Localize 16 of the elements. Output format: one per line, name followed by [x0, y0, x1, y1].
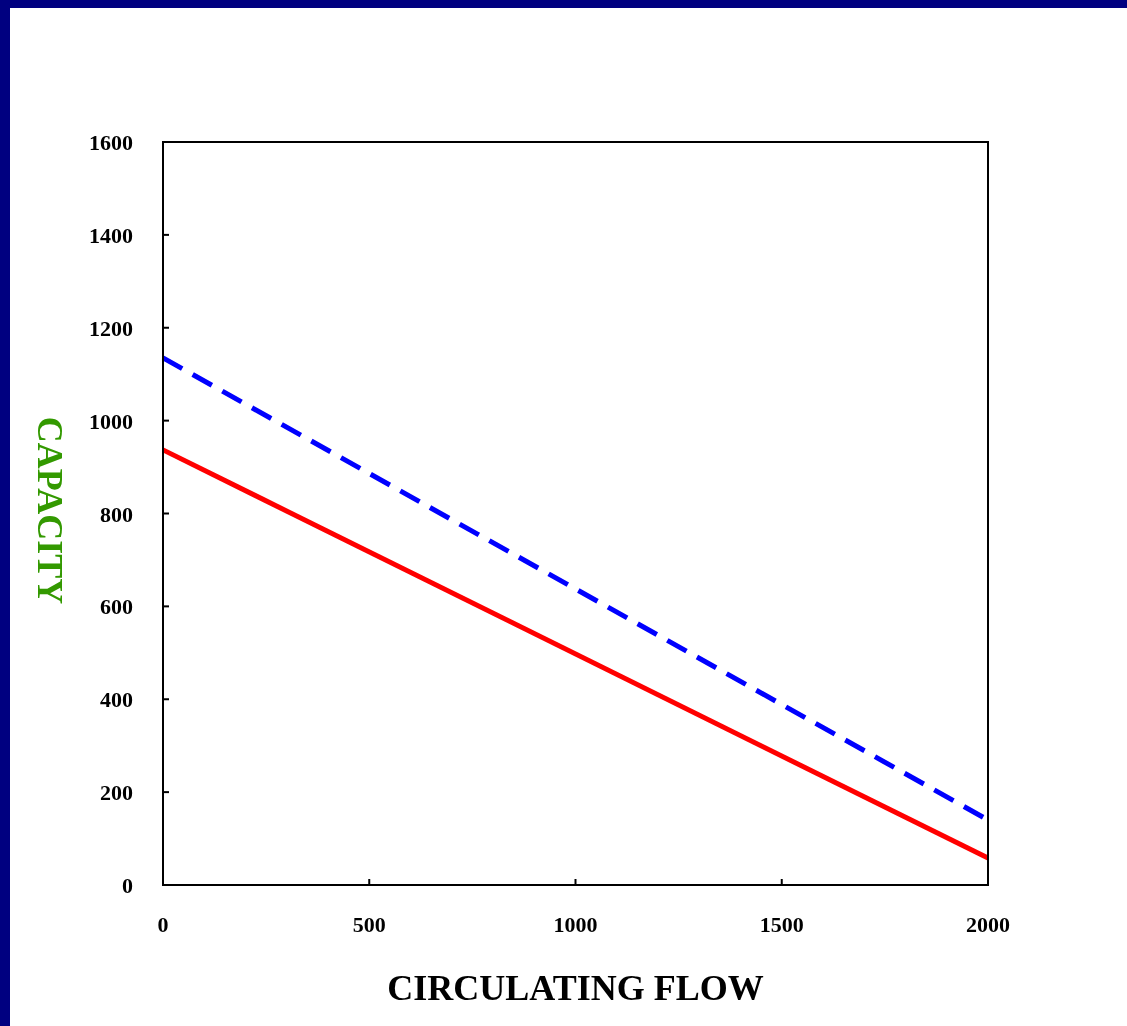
x-tick-label: 500 — [352, 912, 386, 937]
x-tick-label: 2000 — [966, 912, 1010, 937]
x-tick-label: 1500 — [759, 912, 804, 937]
x-axis-title: CIRCULATING FLOW — [387, 968, 764, 1008]
y-axis-title: CAPACITY — [30, 416, 70, 605]
y-tick-label: 800 — [100, 501, 133, 527]
y-tick-label: 1600 — [89, 130, 133, 155]
x-tick-label: 0 — [157, 912, 169, 937]
y-tick-label: 1200 — [89, 315, 133, 341]
x-tick-label: 1000 — [553, 912, 598, 937]
y-tick-label: 0 — [122, 873, 133, 898]
y-tick-label: 600 — [100, 594, 133, 620]
y-tick-label: 1000 — [89, 408, 133, 434]
y-tick-label: 200 — [100, 780, 133, 806]
y-tick-label: 400 — [100, 687, 133, 713]
y-tick-label: 1400 — [89, 222, 133, 248]
